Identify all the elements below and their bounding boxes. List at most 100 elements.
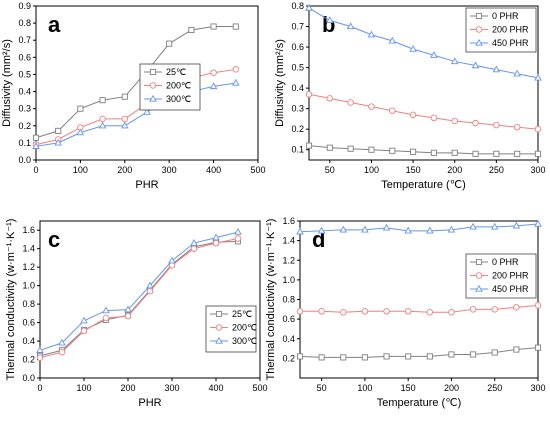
y-tick-label: 0.6 [22,318,35,328]
data-point [326,16,334,24]
series-line [35,68,236,146]
data-point [326,144,333,151]
x-tick-label: 0 [33,165,38,175]
legend-label: 25℃ [166,67,186,77]
data-point [389,107,396,114]
legend-label: 300℃ [166,94,191,104]
y-tick-label: 1.6 [282,216,295,226]
series-line [35,26,236,139]
x-tick-label: 300 [162,165,177,175]
x-tick-label: 100 [76,383,91,393]
x-tick-label: 200 [120,383,135,393]
x-tick-label: 200 [117,165,132,175]
x-axis-label: Temperature (℃) [377,397,462,409]
data-point [472,150,479,157]
y-tick-label: 0.6 [282,314,295,324]
data-point [513,346,520,353]
legend-label: 200 PHR [492,271,529,281]
data-point [448,309,455,316]
y-tick-label: 0.8 [22,299,35,309]
legend-label: 25℃ [232,309,252,319]
data-point [430,51,438,58]
data-point [340,309,347,316]
x-tick-label: 300 [530,165,545,175]
legend-label: 450 PHR [492,38,529,48]
y-tick-label: 0.2 [291,124,304,134]
series-200℃ [36,235,242,361]
x-tick-label: 200 [444,383,459,393]
legend-marker [475,12,483,20]
data-point [54,138,62,146]
x-tick-label: 150 [401,383,416,393]
series-450-phr [296,219,542,235]
data-point [404,308,412,315]
data-point [448,351,455,358]
y-tick-label: 1.0 [22,281,35,291]
panel-b: 50 100 150 200 250 300 0.1 0.2 0.3 0.4 0.5 0.6 0.7 0.… [274,1,546,191]
x-axis-label: PHR [138,397,161,409]
data-point [534,344,542,351]
data-point [143,107,151,115]
plot-frame [35,5,259,161]
legend-marker [475,26,483,33]
data-point [409,44,417,52]
y-axis-label: Thermal conductivity (w·m⁻¹·K⁻¹) [5,219,17,381]
data-point [190,239,198,246]
data-point [58,338,66,346]
y-tick-label: 0.6 [291,42,304,52]
y-axis-label: Diffusivity (mm²/s) [1,39,13,127]
series-300℃ [32,78,240,149]
y-tick-label: 0.0 [18,155,31,165]
y-tick-label: 0.5 [18,69,31,79]
x-tick-label: 50 [325,165,335,175]
legend-marker [149,94,157,102]
y-tick-label: 1.4 [282,236,295,246]
y-tick-label: 0.2 [18,121,31,131]
series-line [308,7,539,79]
data-point [513,304,520,311]
x-axis-label: Temperature (℃) [381,179,466,191]
legend-label: 200 PHR [492,25,529,35]
x-tick-label: 100 [357,383,372,393]
series-0-phr [296,344,542,361]
panel-letter: a [48,12,61,37]
series-200-phr [296,302,542,316]
data-point [471,61,480,69]
data-point [389,147,396,154]
data-point [383,353,390,360]
legend: 25℃ 200℃ 300℃ [139,63,201,111]
y-tick-label: 0.5 [291,63,304,73]
series-line [308,145,538,155]
data-point [55,127,62,134]
data-point [388,36,397,44]
data-point [121,93,128,100]
data-point [409,111,417,119]
data-point [472,119,479,127]
data-point [367,30,376,38]
series-line [308,93,539,130]
data-point [318,308,325,315]
legend-marker [149,68,157,76]
data-point [80,316,88,324]
y-axis-label: Diffusivity (mm²/s) [274,39,286,127]
data-point [317,226,326,234]
data-point [514,150,521,157]
y-tick-label: 1.6 [22,225,35,235]
series-line [39,240,239,357]
panel-d: 50 100 150 200 250 300 0.2 0.4 0.6 0.8 1.0 1.2 1.4 1.… [265,216,546,409]
data-point [534,73,542,81]
data-point [80,327,88,335]
data-point [77,105,84,112]
data-point [361,354,368,361]
x-tick-label: 300 [530,383,545,393]
x-tick-label: 150 [406,165,421,175]
legend-marker [215,336,223,344]
series-300℃ [36,227,242,353]
data-point [210,23,217,30]
data-point [451,117,458,125]
data-point [36,346,44,353]
data-point [168,256,176,264]
data-point [212,233,220,241]
data-point [166,40,173,47]
series-line [299,347,539,358]
